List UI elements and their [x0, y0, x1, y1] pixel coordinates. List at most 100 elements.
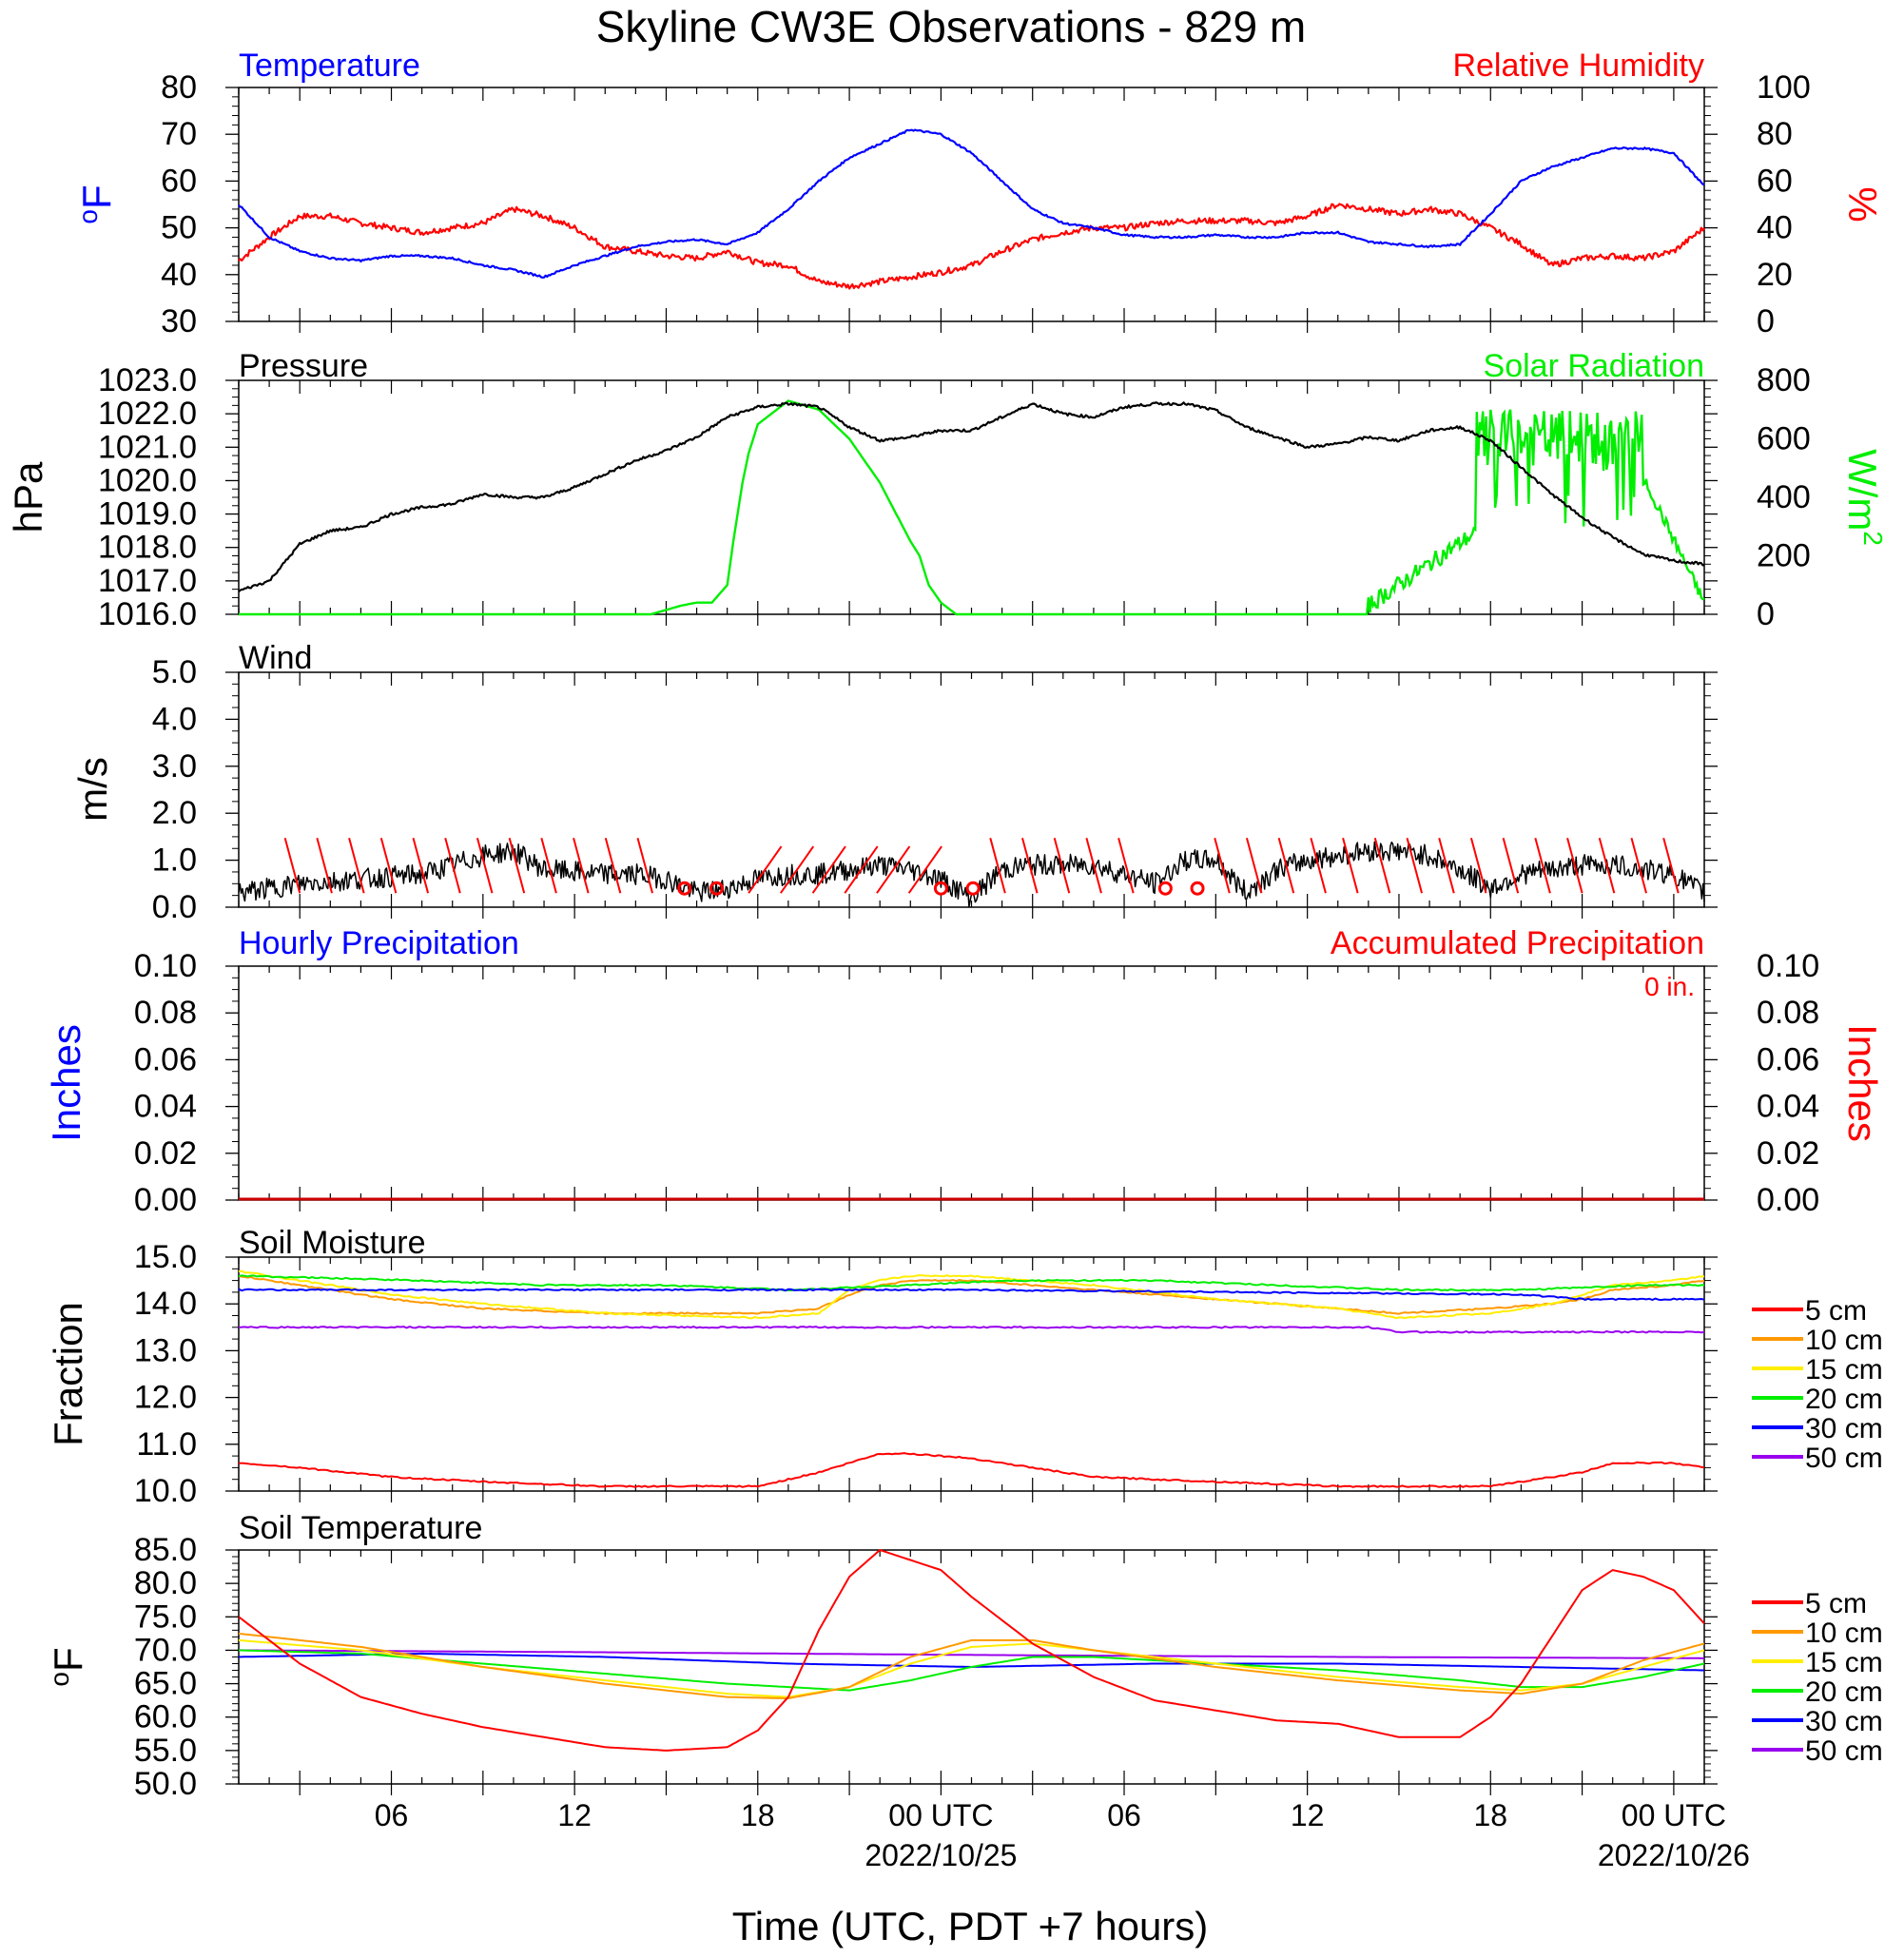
wind-barb — [1021, 837, 1039, 894]
y2-tick-label: 0.04 — [1757, 1089, 1819, 1125]
y2-tick-label: 40 — [1757, 210, 1793, 246]
x-tick-label: 18 — [1473, 1798, 1507, 1832]
calm-wind-marker — [1190, 881, 1205, 896]
panel-soil-temperature: Soil Temperature oF 50.055.060.065.070.0… — [45, 1510, 1883, 1802]
calm-wind-marker — [965, 881, 981, 896]
hourly-precip-axis-label: Inches — [44, 1024, 88, 1142]
y2-tick-label: 800 — [1757, 362, 1811, 398]
soil-temperature-title: Soil Temperature — [239, 1510, 482, 1546]
wind-barb — [1085, 837, 1102, 894]
x-tick-label: 00 UTC — [1622, 1798, 1726, 1832]
x-date-label: 2022/10/25 — [865, 1838, 1017, 1872]
wind-speed-line — [238, 841, 1705, 908]
soil-temp-line — [238, 1549, 1705, 1752]
wind-barb — [1245, 837, 1263, 894]
panel-pressure-solar: Pressure Solar Radiation hPa W/m2 1016.0… — [6, 348, 1888, 632]
y-tick-label: 11.0 — [136, 1426, 197, 1463]
soil-moisture-line — [238, 1326, 1705, 1334]
x-tick-label: 12 — [557, 1798, 592, 1832]
y2-tick-label: 0.06 — [1757, 1041, 1819, 1077]
wind-barb — [1566, 837, 1583, 894]
x-tick-label: 06 — [1107, 1798, 1141, 1832]
legend-label: 15 cm — [1805, 1647, 1883, 1678]
y-tick-label: 60.0 — [134, 1699, 197, 1735]
wind-barb — [1053, 837, 1071, 894]
y-tick-label: 70 — [161, 116, 197, 152]
x-axis-title: Time (UTC, PDT +7 hours) — [732, 1904, 1209, 1948]
soil-moisture-title: Soil Moisture — [239, 1225, 426, 1261]
wind-barb — [316, 837, 333, 894]
calm-wind-marker — [933, 881, 948, 896]
soil-temp-line — [238, 1632, 1705, 1699]
legend-label: 15 cm — [1805, 1354, 1883, 1385]
soil-temp-line — [238, 1638, 1705, 1698]
legend-label: 30 cm — [1805, 1706, 1883, 1737]
wind-barb — [811, 845, 846, 894]
plot-frame — [238, 965, 1705, 1201]
wind-barb — [508, 837, 526, 894]
wind-barb — [844, 845, 879, 894]
y-tick-label: 0.06 — [134, 1041, 197, 1077]
wind-barb — [1277, 837, 1295, 894]
y-tick-label: 0.0 — [152, 889, 197, 925]
wind-barb — [1406, 837, 1424, 894]
wind-barb — [283, 837, 301, 894]
legend-label: 50 cm — [1805, 1443, 1883, 1474]
y-tick-label: 55.0 — [134, 1733, 197, 1769]
chart-marks: 06 12 18 00 UTC 06 12 18 00 UTC 2022/10/25 2022/1… — [375, 1798, 1750, 1872]
legend-label: 10 cm — [1805, 1618, 1883, 1649]
pressure-line — [238, 401, 1705, 593]
soil-moisture-line — [238, 1275, 1705, 1315]
wind-barb — [636, 837, 653, 894]
degree-sup: o — [73, 209, 103, 224]
x-date-label: 2022/10/26 — [1598, 1838, 1750, 1872]
wind-barb — [540, 837, 557, 894]
wind-barb — [1630, 837, 1647, 894]
wind-barb — [748, 845, 783, 894]
y-tick-label: 3.0 — [152, 748, 197, 785]
y-tick-label: 65.0 — [134, 1666, 197, 1702]
wind-barb — [1438, 837, 1455, 894]
y-tick-label: 13.0 — [134, 1332, 197, 1368]
temperature-title: Temperature — [239, 48, 420, 84]
wind-barb — [1214, 837, 1231, 894]
y2-tick-label: 0.08 — [1757, 995, 1819, 1031]
wind-barb — [573, 837, 590, 894]
y-tick-label: 1019.0 — [98, 496, 197, 533]
y-tick-label: 1023.0 — [98, 362, 197, 398]
wind-barb — [989, 837, 1006, 894]
temperature-axis-label: oF — [73, 184, 119, 223]
y2-tick-label: 20 — [1757, 257, 1793, 293]
y-tick-label: 0.08 — [134, 995, 197, 1031]
solar-title: Solar Radiation — [1484, 348, 1704, 384]
y-tick-label: 0.10 — [134, 948, 197, 984]
y-tick-label: 80.0 — [134, 1565, 197, 1601]
legend-label: 30 cm — [1805, 1413, 1883, 1444]
y2-tick-label: 0 — [1757, 596, 1775, 632]
accum-precip-title: Accumulated Precipitation — [1331, 925, 1704, 961]
y2-tick-label: 0.00 — [1757, 1182, 1819, 1218]
y2-tick-label: 0.10 — [1757, 948, 1819, 984]
precip-total-label: 0 in. — [1644, 972, 1695, 1001]
y-tick-label: 30 — [161, 303, 197, 339]
humidity-title: Relative Humidity — [1452, 48, 1704, 84]
degree-sup: o — [45, 1672, 74, 1687]
plot-frame — [238, 379, 1705, 615]
wind-title: Wind — [239, 640, 312, 676]
y2-tick-label: 0.02 — [1757, 1135, 1819, 1172]
humidity-axis-label: % — [1840, 186, 1885, 222]
pressure-axis-label: hPa — [6, 461, 50, 533]
y-tick-label: 15.0 — [134, 1239, 197, 1275]
hourly-precip-title: Hourly Precipitation — [239, 925, 519, 961]
temperature-line — [238, 128, 1705, 279]
wind-barb — [379, 837, 398, 894]
wind-barb — [907, 845, 942, 894]
y-tick-label: 2.0 — [152, 795, 197, 831]
y-tick-label: 1.0 — [152, 843, 197, 879]
soil-moisture-line — [238, 1452, 1705, 1488]
y2-tick-label: 200 — [1757, 538, 1811, 574]
unit-main: W/m — [1840, 449, 1885, 531]
svg-text:oF: oF — [73, 184, 119, 223]
y-tick-label: 10.0 — [134, 1473, 197, 1509]
y-tick-label: 40 — [161, 257, 197, 293]
